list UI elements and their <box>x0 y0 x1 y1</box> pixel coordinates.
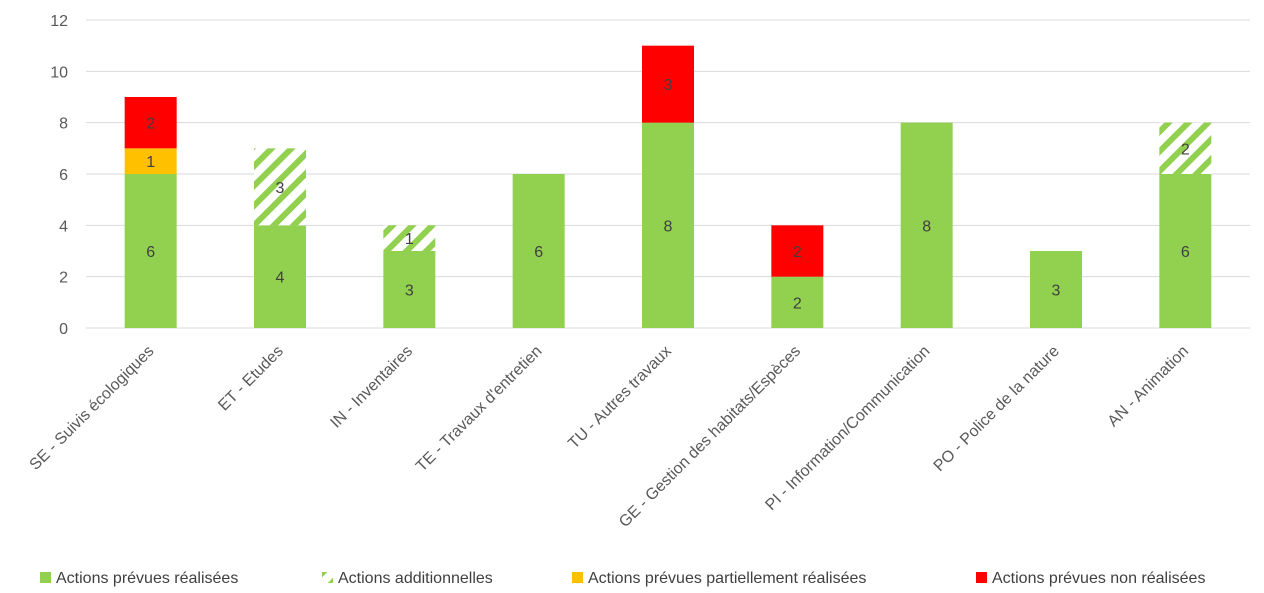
legend-label: Actions prévues non réalisées <box>992 570 1205 587</box>
bar-segment <box>900 122 953 329</box>
y-tick-label: 6 <box>59 167 68 184</box>
bar-segment <box>642 122 694 329</box>
data-label: 3 <box>405 283 414 300</box>
data-label: 1 <box>405 231 414 248</box>
bar-segment <box>124 148 177 174</box>
bar-segment <box>383 225 436 251</box>
bar-segment <box>1030 251 1082 328</box>
data-label: 8 <box>922 218 931 235</box>
bar-segment <box>254 148 306 226</box>
data-label: 6 <box>534 244 543 261</box>
category-label: ET - Etudes <box>215 343 287 415</box>
bars <box>124 45 1212 329</box>
legend-label: Actions prévues partiellement réalisées <box>588 570 866 587</box>
y-tick-label: 10 <box>50 64 68 81</box>
data-labels: 6 1 2 4 3 3 1 6 8 3 2 2 8 3 6 2 <box>146 77 1190 312</box>
legend-swatch <box>976 572 987 583</box>
legend-swatch <box>572 572 583 583</box>
legend-item: Actions prévues réalisées <box>40 570 238 587</box>
bar-segment <box>771 225 824 277</box>
data-label: 4 <box>276 270 285 287</box>
category-label: AN - Animation <box>1105 343 1192 430</box>
legend-label: Actions prévues réalisées <box>56 570 238 587</box>
x-axis-labels: SE - Suivis écologiques ET - Etudes IN - I… <box>27 343 1193 531</box>
category-label: SE - Suivis écologiques <box>27 343 158 474</box>
y-tick-label: 12 <box>50 13 68 30</box>
legend-item: Actions prévues non réalisées <box>976 570 1205 587</box>
y-axis-ticks: 0 2 4 6 8 10 12 <box>50 13 68 338</box>
data-label: 6 <box>146 244 155 261</box>
data-label: 2 <box>793 244 802 261</box>
bar-segment <box>642 45 694 123</box>
bar-segment <box>1159 122 1212 174</box>
legend-swatch <box>40 572 51 583</box>
bar-segment <box>254 225 306 328</box>
category-label: IN - Inventaires <box>327 343 416 432</box>
data-label: 3 <box>664 77 673 94</box>
data-label: 1 <box>146 154 155 171</box>
legend-label: Actions additionnelles <box>338 570 493 587</box>
data-label: 2 <box>146 116 155 133</box>
data-label: 3 <box>276 180 285 197</box>
bar-segment <box>1159 174 1212 328</box>
data-label: 2 <box>1181 141 1190 158</box>
bar-segment <box>124 97 177 149</box>
bar-segment <box>383 251 436 328</box>
y-tick-label: 0 <box>59 321 68 338</box>
y-tick-label: 2 <box>59 270 68 287</box>
category-label: TU - Autres travaux <box>565 343 674 452</box>
category-label: TE - Travaux d'entretien <box>413 343 545 475</box>
bar-segment <box>124 174 177 328</box>
data-label: 2 <box>793 295 802 312</box>
data-label: 6 <box>1181 244 1190 261</box>
data-label: 3 <box>1052 283 1061 300</box>
y-tick-label: 4 <box>59 218 68 235</box>
bar-segment <box>512 174 565 328</box>
data-label: 8 <box>664 218 673 235</box>
legend-item: Actions additionnelles <box>322 570 493 587</box>
legend-swatch <box>322 572 333 583</box>
bar-segment <box>771 276 824 328</box>
legend: Actions prévues réalisées Actions additio… <box>40 570 1205 587</box>
y-tick-label: 8 <box>59 116 68 133</box>
category-label: PO - Police de la nature <box>931 343 1063 475</box>
legend-item: Actions prévues partiellement réalisées <box>572 570 866 587</box>
